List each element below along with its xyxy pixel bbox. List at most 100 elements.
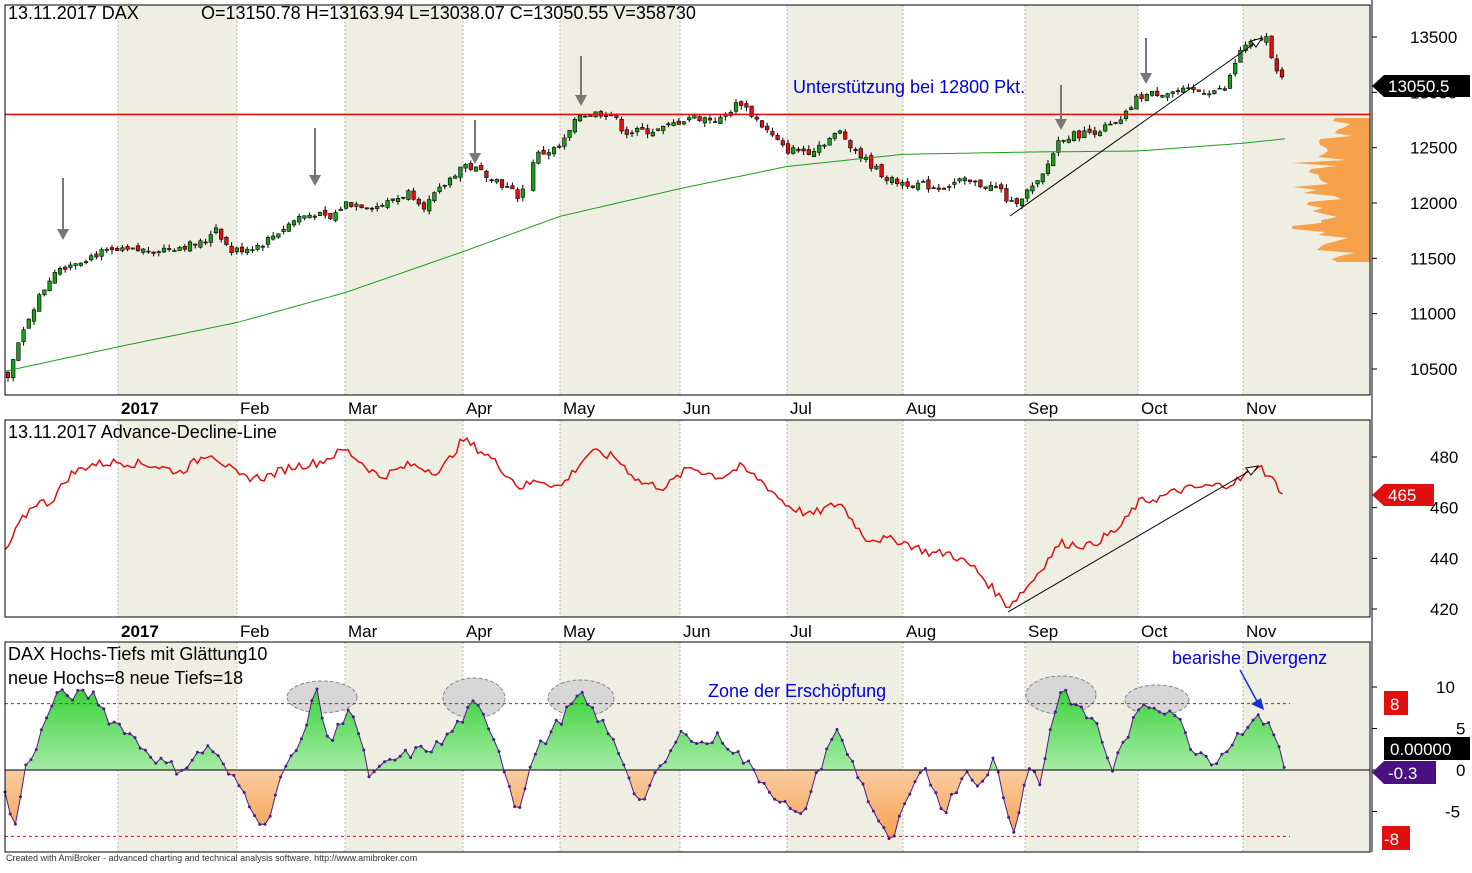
osc-value-black: 0.00000 [1390,740,1451,759]
osc-point [175,772,179,776]
divergence-arrow-head [1251,698,1264,710]
osc-point [1116,751,1120,755]
osc-point [185,766,189,770]
osc-point [617,752,621,755]
osc-point [367,775,371,779]
candle-up [52,272,57,284]
osc-point [253,814,257,818]
candle-down [941,188,947,190]
osc-point [1267,721,1271,725]
candle-down [624,129,629,135]
candle-down [109,247,115,251]
osc-point [970,778,974,782]
osc-point [1183,731,1187,735]
candle-up [1227,74,1233,89]
candle-down [421,202,427,210]
candle-down [936,187,941,190]
ad-month-label: Feb [240,622,269,641]
candle-up [11,359,16,379]
candle-up [42,289,47,296]
candle-up [198,240,203,248]
candle-up [915,182,921,190]
osc-value-black-bg [1384,737,1470,760]
candle-up [276,233,281,238]
candle-up [531,162,536,191]
down-arrow-head [57,229,69,240]
down-arrow-head [469,153,481,164]
osc-point [913,780,917,784]
osc-point [471,699,475,703]
osc-point [1163,712,1167,716]
ad-month-band [345,420,463,617]
sma-line [4,138,1286,372]
candle-up [1118,119,1123,124]
candle-up [1181,87,1186,93]
candle-up [567,129,572,138]
candle-up [536,151,541,164]
osc-point [1194,752,1198,756]
candle-down [775,135,780,141]
candle-down [905,181,910,187]
osc-point [845,753,849,756]
osc-point [955,791,959,795]
ad-panel-title: 13.11.2017 Advance-Decline-Line [8,422,277,442]
candle-up [1129,107,1134,110]
osc-point [1064,688,1068,692]
ad-month-label: Oct [1141,622,1168,641]
osc-point [736,750,740,754]
candle-up [1217,87,1222,90]
candle-up [453,175,458,179]
osc-point [611,737,615,741]
candle-down [5,372,11,379]
candle-up [1025,189,1030,199]
candle-down [484,170,489,178]
osc-point [1007,815,1011,819]
candle-down [219,228,224,240]
osc-point [892,834,896,838]
candle-down [770,131,775,136]
candle-down [780,140,785,146]
osc-point [138,746,142,750]
ad-month-label: Apr [466,622,493,641]
osc-point [554,718,558,722]
candle-up [187,241,193,252]
candle-down [369,207,375,210]
candle-up [354,203,359,207]
candle-down [1201,93,1207,95]
advance-decline-line [4,436,1283,609]
candle-up [83,261,89,263]
price-trend-line [1009,37,1263,217]
osc-point [1059,691,1063,695]
osc-point [689,739,693,743]
candle-up [1149,90,1155,96]
candle-up [333,212,338,221]
osc-point [117,722,121,726]
candle-up [432,192,437,202]
osc-positive-fill [5,689,1285,770]
price-month-label: Aug [906,399,936,418]
osc-value-purple-bg [1372,761,1436,784]
osc-point [455,719,459,723]
candle-up [1009,200,1014,202]
osc-point [632,792,636,796]
candle-down [63,266,68,270]
osc-point [273,793,277,797]
candle-down [884,177,889,181]
candle-down [744,103,749,108]
ad-value-tag-bg [1372,484,1434,506]
price-y-label: 12500 [1410,139,1457,158]
divergence-annotation: bearishe Divergenz [1172,648,1327,668]
osc-point [929,783,933,787]
osc-point [887,837,891,840]
osc-point [627,776,631,780]
candle-up [364,207,369,210]
price-header-title: 13.11.2017 DAX [8,3,139,23]
osc-point [24,763,28,767]
candle-down [806,149,811,155]
candle-down [801,148,806,152]
candle-down [135,245,141,252]
candle-down [401,197,406,199]
ad-month-label: 2017 [121,622,159,641]
price-month-band [118,5,237,395]
